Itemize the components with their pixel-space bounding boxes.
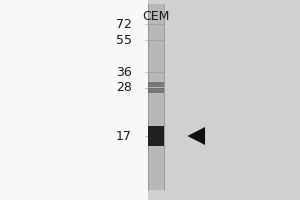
Text: 28: 28 xyxy=(116,81,132,94)
Text: 55: 55 xyxy=(116,33,132,46)
Bar xyxy=(148,4,164,190)
Text: CEM: CEM xyxy=(142,10,170,23)
Bar xyxy=(148,82,164,87)
Bar xyxy=(148,88,164,93)
Polygon shape xyxy=(188,127,205,145)
Text: 17: 17 xyxy=(116,130,132,142)
Bar xyxy=(148,126,164,146)
Text: 36: 36 xyxy=(116,66,132,78)
Bar xyxy=(148,0,300,200)
Text: 72: 72 xyxy=(116,18,132,30)
Bar xyxy=(0,0,148,200)
